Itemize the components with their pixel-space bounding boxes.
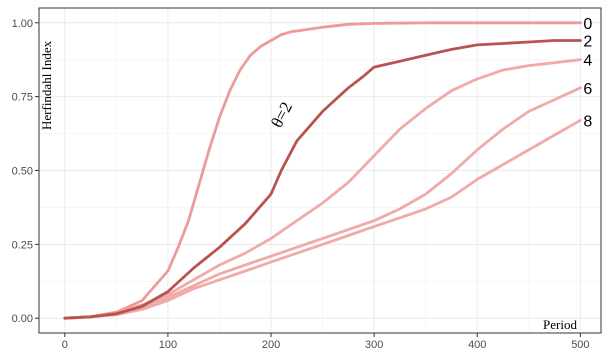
series-label-2: 2 — [583, 34, 592, 51]
series-line-2 — [63, 39, 582, 320]
x-tick-label: 0 — [62, 339, 68, 348]
series-label-6: 6 — [583, 81, 592, 98]
x-tick-label: 400 — [468, 339, 486, 348]
y-axis-ticks: 0.00 0.25 0.50 0.75 1.00 — [12, 18, 39, 325]
major-gridlines — [39, 8, 601, 333]
series-line-8 — [63, 118, 582, 320]
x-tick-label: 300 — [365, 339, 383, 348]
x-tick-label: 100 — [159, 339, 177, 348]
y-tick-label: 1.00 — [12, 18, 33, 30]
y-tick-label: 0.50 — [12, 166, 33, 178]
series-line-6 — [63, 86, 582, 320]
y-tick-label: 0.25 — [12, 239, 33, 251]
series-label-4: 4 — [583, 53, 592, 70]
x-tick-label: 500 — [571, 339, 589, 348]
series-line-0 — [63, 21, 582, 320]
series-label-0: 0 — [583, 16, 592, 33]
y-axis-title: Herfindahl Index — [39, 40, 54, 130]
x-axis-title: Period — [543, 317, 577, 332]
series-label-8: 8 — [583, 113, 592, 130]
y-tick-label: 0.75 — [12, 92, 33, 104]
x-axis-ticks: 0 100 200 300 400 500 — [62, 333, 590, 348]
x-tick-label: 200 — [262, 339, 280, 348]
series-lines — [63, 21, 582, 320]
series-end-labels: 02 4 6 8 — [583, 16, 592, 131]
y-tick-label: 0.00 — [12, 313, 33, 325]
